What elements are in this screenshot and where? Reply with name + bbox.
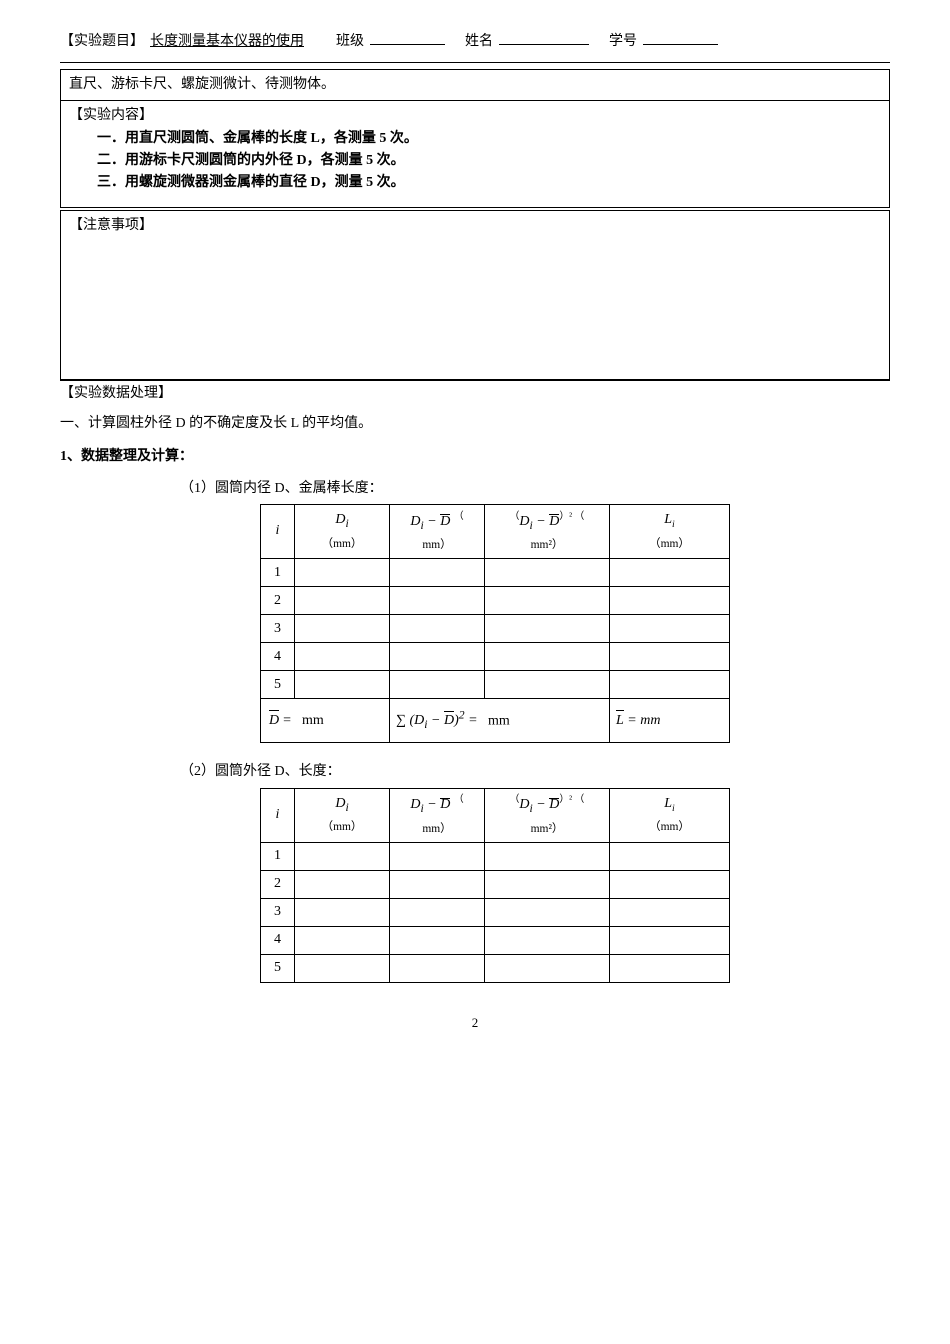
th-i: i bbox=[261, 505, 295, 559]
th-di-2: Di （mm） bbox=[295, 788, 390, 842]
th-li-2: Li （mm） bbox=[610, 788, 730, 842]
content-heading: 【实验内容】 bbox=[69, 105, 881, 127]
table-row: 4 bbox=[261, 643, 295, 671]
table-row: 1 bbox=[261, 842, 295, 870]
th-sq: （Di − D）² （ mm²） bbox=[485, 505, 610, 559]
summary-sumsq: ∑ (Di − D)2 = mm bbox=[390, 699, 610, 743]
content-cell: 【实验内容】 一．用直尺测圆筒、金属棒的长度 L，各测量 5 次。 二．用游标卡… bbox=[61, 101, 889, 207]
th-diff-2: Di − D （ mm） bbox=[390, 788, 485, 842]
page-title: 长度测量基本仪器的使用 bbox=[150, 31, 304, 53]
table-row: 2 bbox=[261, 870, 295, 898]
header-rule bbox=[60, 62, 890, 63]
caption-table-2: （2）圆筒外径 D、长度： bbox=[180, 761, 890, 783]
label-class: 班级 bbox=[336, 31, 364, 53]
box-caution: 【注意事项】 bbox=[60, 210, 890, 380]
caution-heading: 【注意事项】 bbox=[69, 215, 881, 237]
equipment-text: 直尺、游标卡尺、螺旋测微计、待测物体。 bbox=[69, 77, 335, 92]
th-diff: Di − D （ mm） bbox=[390, 505, 485, 559]
th-sq-2: （Di − D）² （ mm²） bbox=[485, 788, 610, 842]
table-inner-diameter: i Di （mm） Di − D （ mm） （Di − D）² （ mm²） … bbox=[260, 504, 730, 743]
th-i-2: i bbox=[261, 788, 295, 842]
caption-table-1: （1）圆筒内径 D、金属棒长度： bbox=[180, 478, 890, 500]
table-row: 5 bbox=[261, 954, 295, 982]
content-item-3: 三．用螺旋测微器测金属棒的直径 D，测量 5 次。 bbox=[69, 172, 881, 194]
content-item-1: 一．用直尺测圆筒、金属棒的长度 L，各测量 5 次。 bbox=[69, 128, 881, 150]
summary-dbar: D= mm bbox=[261, 699, 390, 743]
th-di: Di （mm） bbox=[295, 505, 390, 559]
page-number: 2 bbox=[60, 1013, 890, 1034]
equipment-cell: 直尺、游标卡尺、螺旋测微计、待测物体。 bbox=[61, 70, 889, 101]
table-row: 3 bbox=[261, 898, 295, 926]
blank-class[interactable] bbox=[370, 30, 445, 45]
table-row: 3 bbox=[261, 615, 295, 643]
blank-name[interactable] bbox=[499, 30, 589, 45]
label-experiment: 【实验题目】 bbox=[60, 31, 144, 53]
table-row: 1 bbox=[261, 559, 295, 587]
table-row: 5 bbox=[261, 671, 295, 699]
label-id: 学号 bbox=[609, 31, 637, 53]
dataproc-heading: 【实验数据处理】 bbox=[60, 380, 890, 405]
dataproc-wrap: 【实验数据处理】 bbox=[60, 380, 890, 405]
content-item-2: 二．用游标卡尺测圆筒的内外径 D，各测量 5 次。 bbox=[69, 150, 881, 172]
dataproc-step1: 1、数据整理及计算： bbox=[60, 446, 890, 468]
blank-id[interactable] bbox=[643, 30, 718, 45]
th-li: Li （mm） bbox=[610, 505, 730, 559]
table-row: 4 bbox=[261, 926, 295, 954]
box-equipment-content: 直尺、游标卡尺、螺旋测微计、待测物体。 【实验内容】 一．用直尺测圆筒、金属棒的… bbox=[60, 69, 890, 208]
table-row: 2 bbox=[261, 587, 295, 615]
dataproc-line1: 一、计算圆柱外径 D 的不确定度及长 L 的平均值。 bbox=[60, 413, 890, 435]
header-line: 【实验题目】 长度测量基本仪器的使用 班级 姓名 学号 bbox=[60, 30, 890, 54]
label-name: 姓名 bbox=[465, 31, 493, 53]
summary-lbar: L = mm bbox=[610, 699, 730, 743]
table-outer-diameter: i Di （mm） Di − D （ mm） （Di − D）² （ mm²） … bbox=[260, 788, 730, 983]
